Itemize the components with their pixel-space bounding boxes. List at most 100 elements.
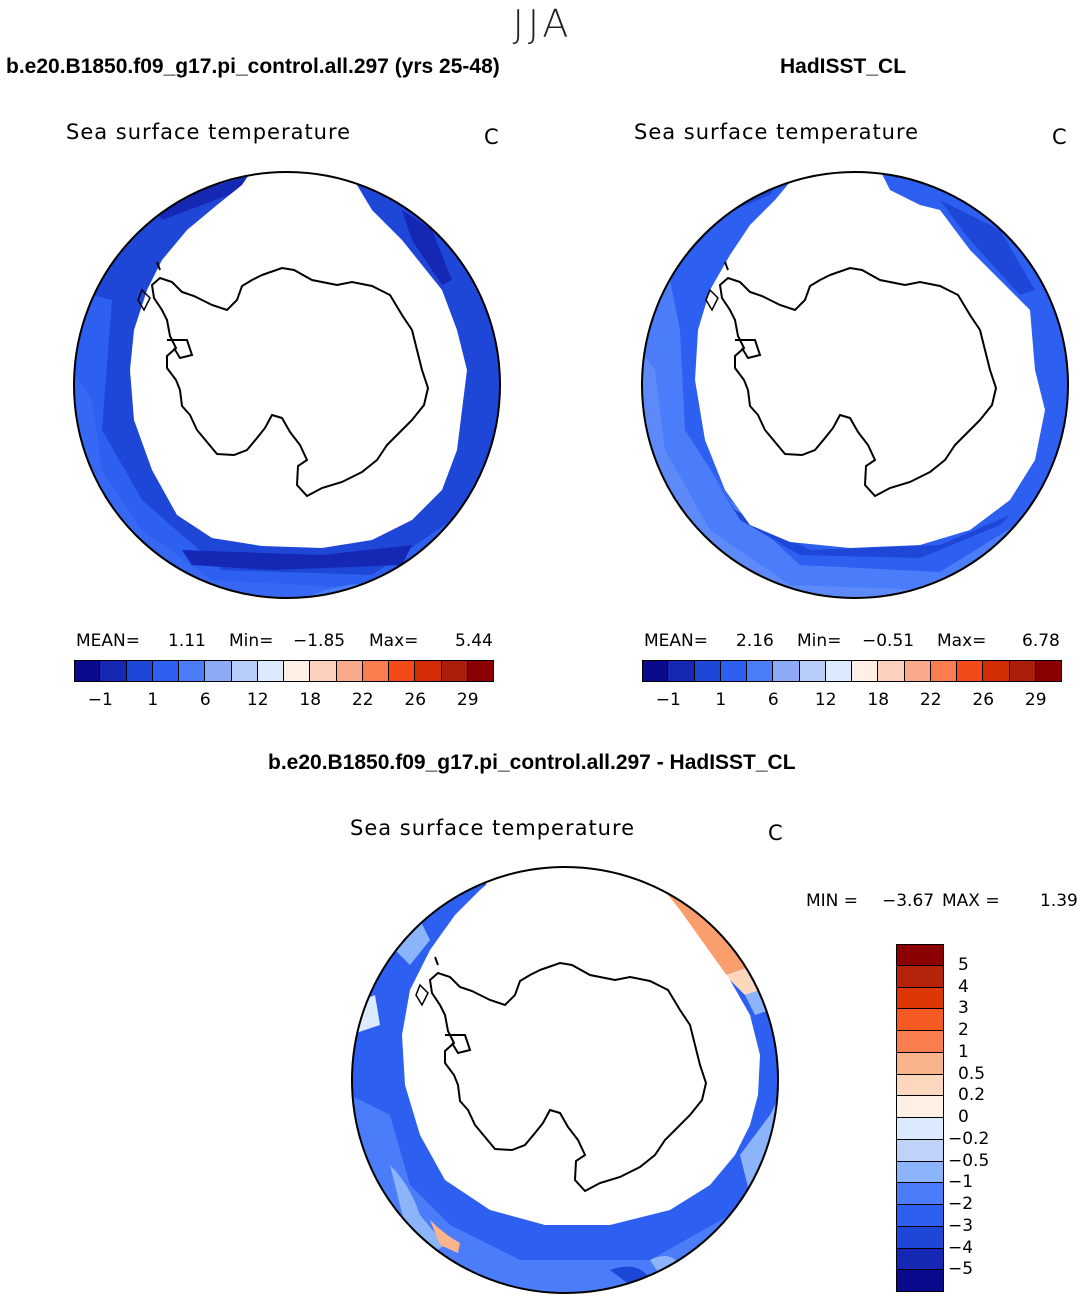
- map-diff: [351, 866, 779, 1294]
- colorbar-swatch: [1035, 660, 1062, 682]
- colorbar-tick-label: 26: [972, 690, 995, 710]
- colorbar-diff-labels: 5 4 3 2 1 0.5 0.2 0 −0.2 −0.5 −1 −2 −3 −4 −5: [948, 944, 1038, 1292]
- colorbar-tick-label: 0.5: [958, 1063, 986, 1084]
- colorbar-tick-label: 12: [814, 690, 837, 710]
- colorbar-tick-label: 4: [958, 976, 969, 997]
- colorbar-swatch: [852, 660, 879, 682]
- panel-left-min: −1.85: [293, 631, 346, 651]
- panel-left-title: b.e20.B1850.f09_g17.pi_control.all.297 (…: [6, 55, 500, 78]
- colorbar-swatch: [896, 987, 944, 1010]
- colorbar-swatch: [930, 660, 957, 682]
- colorbar-swatch: [1009, 660, 1036, 682]
- colorbar-tick-label: 1: [715, 690, 727, 710]
- coastline: [428, 961, 708, 1193]
- colorbar-tick-label: 22: [919, 690, 942, 710]
- colorbar-tick-label: 29: [1024, 690, 1047, 710]
- panel-right-max-label: Max=: [937, 631, 987, 651]
- colorbar-swatch: [257, 660, 284, 682]
- panel-right-title: HadISST_CL: [780, 55, 907, 78]
- colorbar-tick-label: −1: [655, 690, 681, 710]
- colorbar-tick-label: 22: [351, 690, 374, 710]
- diff-max-label: MAX =: [942, 891, 1000, 911]
- colorbar-swatch: [896, 1096, 944, 1118]
- panel-left-mean-label: MEAN=: [76, 631, 140, 651]
- diff-panel-variable: Sea surface temperature: [350, 816, 636, 840]
- colorbar-swatch: [310, 660, 337, 682]
- colorbar-swatch: [896, 944, 944, 966]
- colorbar-swatch: [896, 1205, 944, 1227]
- colorbar-tick-label: 18: [299, 690, 322, 710]
- colorbar-swatch: [896, 1183, 944, 1205]
- colorbar-tick-label: 26: [404, 690, 427, 710]
- panel-right-min: −0.51: [862, 631, 915, 651]
- colorbar-swatch: [100, 660, 127, 682]
- colorbar-swatch: [896, 1052, 944, 1075]
- colorbar-swatch: [896, 1139, 944, 1162]
- colorbar-tick-label: 1: [958, 1041, 969, 1062]
- diff-max: 1.39: [1040, 891, 1078, 911]
- colorbar-diff: [896, 944, 944, 1292]
- colorbar-tick-label: −1: [87, 690, 113, 710]
- diff-panel-units: C: [768, 821, 784, 845]
- colorbar-swatch: [896, 1248, 944, 1271]
- map-border: [73, 171, 501, 599]
- panel-left-mean: 1.11: [168, 631, 206, 651]
- colorbar-swatch: [668, 660, 695, 682]
- colorbar-tick-label: −0.2: [948, 1128, 990, 1149]
- colorbar-swatch: [896, 1226, 944, 1249]
- panel-left-max-label: Max=: [369, 631, 419, 651]
- colorbar-tick-label: −1: [948, 1172, 974, 1193]
- panel-right-units: C: [1052, 125, 1068, 149]
- colorbar-swatch: [441, 660, 468, 682]
- colorbar-swatch: [720, 660, 747, 682]
- panel-right-mean: 2.16: [736, 631, 774, 651]
- colorbar-swatch: [904, 660, 931, 682]
- colorbar-swatch: [896, 1009, 944, 1031]
- colorbar-swatch: [896, 965, 944, 988]
- coastline: [150, 266, 430, 498]
- panel-left-variable: Sea surface temperature: [66, 120, 352, 144]
- colorbar-swatch: [896, 1270, 944, 1292]
- colorbar-swatch: [467, 660, 494, 682]
- colorbar-swatch: [825, 660, 852, 682]
- colorbar-right: [642, 660, 1062, 682]
- colorbar-swatch: [126, 660, 153, 682]
- colorbar-swatch: [642, 660, 669, 682]
- colorbar-swatch: [179, 660, 206, 682]
- panel-right-mean-label: MEAN=: [644, 631, 708, 651]
- colorbar-tick-label: 2: [958, 1020, 969, 1040]
- colorbar-tick-label: 1: [147, 690, 159, 710]
- colorbar-swatch: [362, 660, 389, 682]
- coastline: [718, 266, 998, 498]
- colorbar-swatch: [205, 660, 232, 682]
- colorbar-tick-label: −2: [948, 1194, 974, 1214]
- colorbar-left: [74, 660, 494, 682]
- colorbar-tick-label: 6: [767, 690, 779, 710]
- colorbar-swatch: [694, 660, 721, 682]
- colorbar-tick-label: −0.5: [948, 1150, 990, 1171]
- panel-right-max: 6.78: [1022, 631, 1060, 651]
- colorbar-tick-label: 0.2: [958, 1085, 986, 1106]
- colorbar-right-labels: −1 1 6 12 18 22 26 29: [642, 690, 1062, 712]
- colorbar-tick-label: 6: [199, 690, 211, 710]
- colorbar-tick-label: −5: [948, 1259, 974, 1280]
- colorbar-left-labels: −1 1 6 12 18 22 26 29: [74, 690, 494, 712]
- colorbar-swatch: [896, 1118, 944, 1140]
- colorbar-swatch: [415, 660, 442, 682]
- colorbar-swatch: [799, 660, 826, 682]
- colorbar-swatch: [747, 660, 774, 682]
- map-left: [73, 171, 501, 599]
- colorbar-tick-label: 18: [867, 690, 890, 710]
- colorbar-tick-label: −4: [948, 1237, 974, 1258]
- colorbar-swatch: [983, 660, 1010, 682]
- colorbar-tick-label: 0: [958, 1107, 969, 1127]
- colorbar-swatch: [896, 1031, 944, 1053]
- colorbar-swatch: [773, 660, 800, 682]
- diff-panel-title: b.e20.B1850.f09_g17.pi_control.all.297 -…: [268, 751, 796, 774]
- diff-min-label: MIN =: [806, 891, 859, 911]
- season-title: JJA: [512, 2, 573, 46]
- colorbar-tick-label: 12: [246, 690, 269, 710]
- colorbar-swatch: [878, 660, 905, 682]
- panel-left-units: C: [484, 125, 500, 149]
- colorbar-tick-label: 5: [958, 954, 969, 975]
